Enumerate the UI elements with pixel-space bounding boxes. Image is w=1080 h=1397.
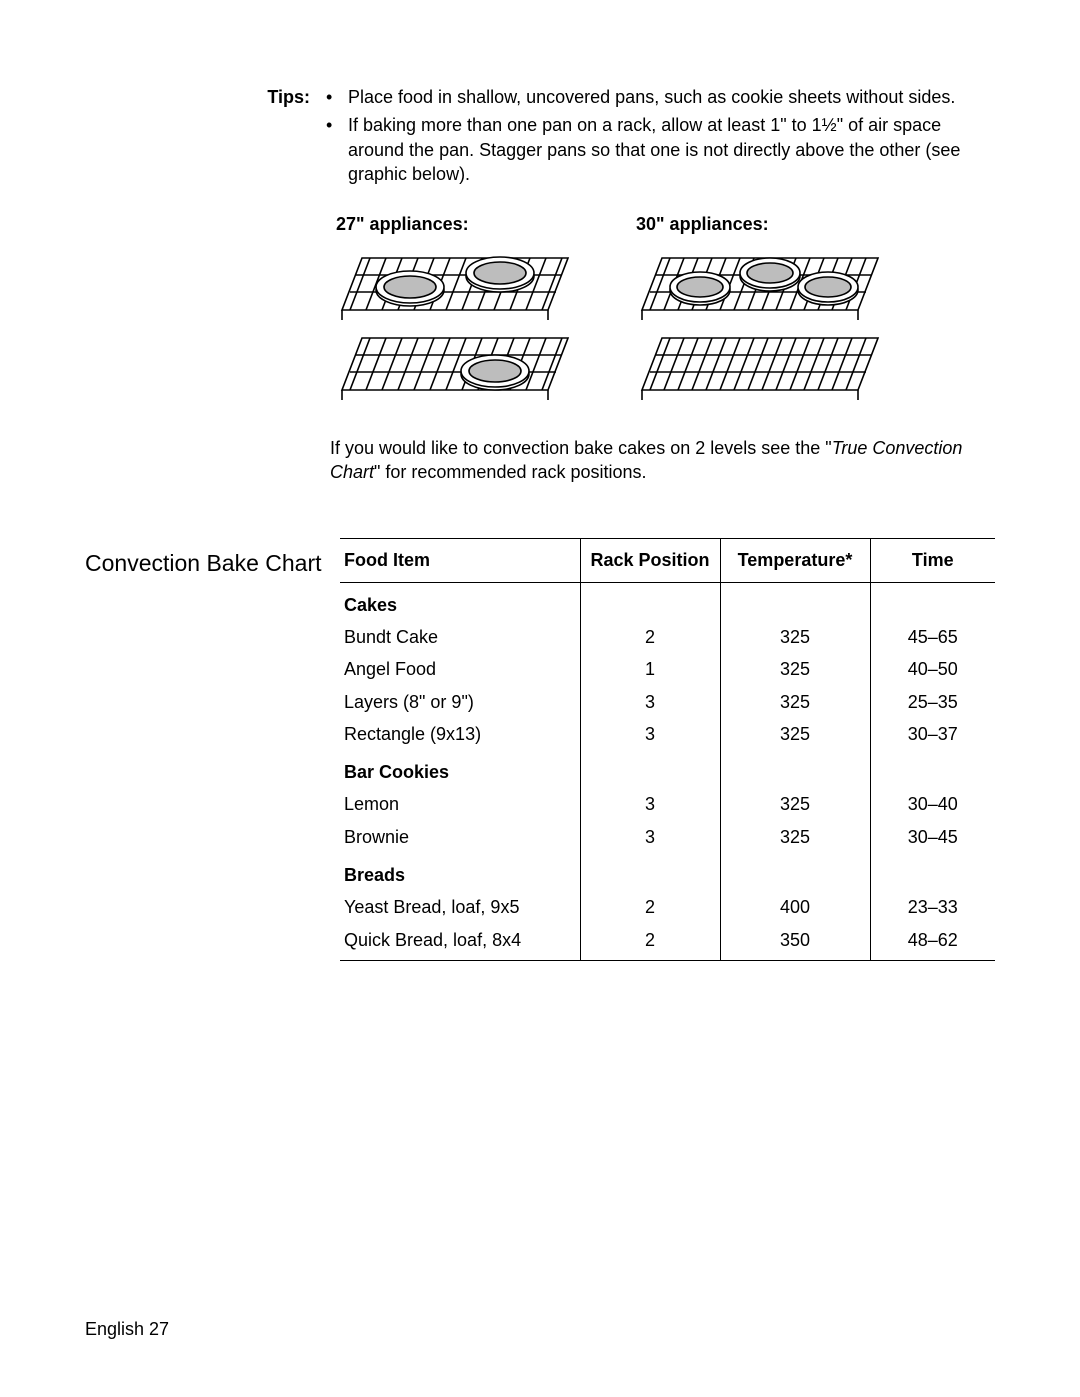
cell-rack: 2: [580, 924, 720, 961]
th-time: Time: [870, 539, 995, 582]
diagram-27in: 27" appliances:: [330, 212, 590, 418]
table-row: Lemon332530–40: [340, 788, 995, 820]
cell-time: 23–33: [870, 891, 995, 923]
cell-food: Layers (8" or 9"): [340, 686, 580, 718]
table-row: Quick Bread, loaf, 8x4235048–62: [340, 924, 995, 961]
cell-time: 30–40: [870, 788, 995, 820]
tips-block: Tips: Place food in shallow, uncovered p…: [260, 85, 995, 190]
cell-time: 25–35: [870, 686, 995, 718]
tips-list: Place food in shallow, uncovered pans, s…: [320, 85, 995, 190]
diagram-row: 27" appliances:: [330, 212, 995, 418]
section-name: Breads: [340, 853, 580, 891]
cell-temp: 325: [720, 788, 870, 820]
cell-rack: 3: [580, 718, 720, 750]
cell-food: Quick Bread, loaf, 8x4: [340, 924, 580, 961]
table-row: Rectangle (9x13)332530–37: [340, 718, 995, 750]
cell-time: 40–50: [870, 653, 995, 685]
cell-temp: 350: [720, 924, 870, 961]
page: Tips: Place food in shallow, uncovered p…: [0, 0, 1080, 961]
th-food: Food Item: [340, 539, 580, 582]
table-row: Brownie332530–45: [340, 821, 995, 853]
table-row: Bundt Cake232545–65: [340, 621, 995, 653]
diagram-label-30: 30" appliances:: [630, 212, 890, 236]
cell-rack: 3: [580, 686, 720, 718]
cell-rack: 2: [580, 621, 720, 653]
th-temp: Temperature*: [720, 539, 870, 582]
cell-time: 45–65: [870, 621, 995, 653]
table-row: Yeast Bread, loaf, 9x5240023–33: [340, 891, 995, 923]
cell-temp: 325: [720, 686, 870, 718]
cell-time: 48–62: [870, 924, 995, 961]
cell-food: Lemon: [340, 788, 580, 820]
page-footer: English 27: [85, 1317, 169, 1341]
cell-food: Angel Food: [340, 653, 580, 685]
rack-diagram-icon: [330, 246, 590, 411]
cell-food: Bundt Cake: [340, 621, 580, 653]
cell-temp: 325: [720, 653, 870, 685]
tip-item: Place food in shallow, uncovered pans, s…: [320, 85, 995, 109]
cell-temp: 325: [720, 821, 870, 853]
cell-rack: 3: [580, 788, 720, 820]
chart-section: Convection Bake Chart Food Item Rack Pos…: [85, 538, 995, 961]
diagram-30in: 30" appliances:: [630, 212, 890, 418]
cell-temp: 325: [720, 718, 870, 750]
tips-label: Tips:: [260, 85, 320, 190]
section-name: Bar Cookies: [340, 750, 580, 788]
table-section-row: Cakes: [340, 582, 995, 621]
th-rack: Rack Position: [580, 539, 720, 582]
cell-food: Brownie: [340, 821, 580, 853]
table-section-row: Bar Cookies: [340, 750, 995, 788]
closing-text: If you would like to convection bake cak…: [330, 436, 995, 485]
cell-food: Yeast Bread, loaf, 9x5: [340, 891, 580, 923]
cell-time: 30–45: [870, 821, 995, 853]
chart-body: CakesBundt Cake232545–65Angel Food132540…: [340, 582, 995, 960]
closing-prefix: If you would like to convection bake cak…: [330, 438, 832, 458]
table-row: Layers (8" or 9")332525–35: [340, 686, 995, 718]
rack-diagram-icon: [630, 246, 890, 411]
closing-suffix: " for recommended rack positions.: [374, 462, 647, 482]
diagram-label-27: 27" appliances:: [330, 212, 590, 236]
table-row: Angel Food132540–50: [340, 653, 995, 685]
cell-rack: 2: [580, 891, 720, 923]
cell-temp: 400: [720, 891, 870, 923]
table-section-row: Breads: [340, 853, 995, 891]
cell-time: 30–37: [870, 718, 995, 750]
cell-rack: 1: [580, 653, 720, 685]
chart-title: Convection Bake Chart: [85, 538, 340, 579]
tip-item: If baking more than one pan on a rack, a…: [320, 113, 995, 186]
section-name: Cakes: [340, 582, 580, 621]
cell-rack: 3: [580, 821, 720, 853]
cell-temp: 325: [720, 621, 870, 653]
cell-food: Rectangle (9x13): [340, 718, 580, 750]
bake-chart-table: Food Item Rack Position Temperature* Tim…: [340, 538, 995, 961]
